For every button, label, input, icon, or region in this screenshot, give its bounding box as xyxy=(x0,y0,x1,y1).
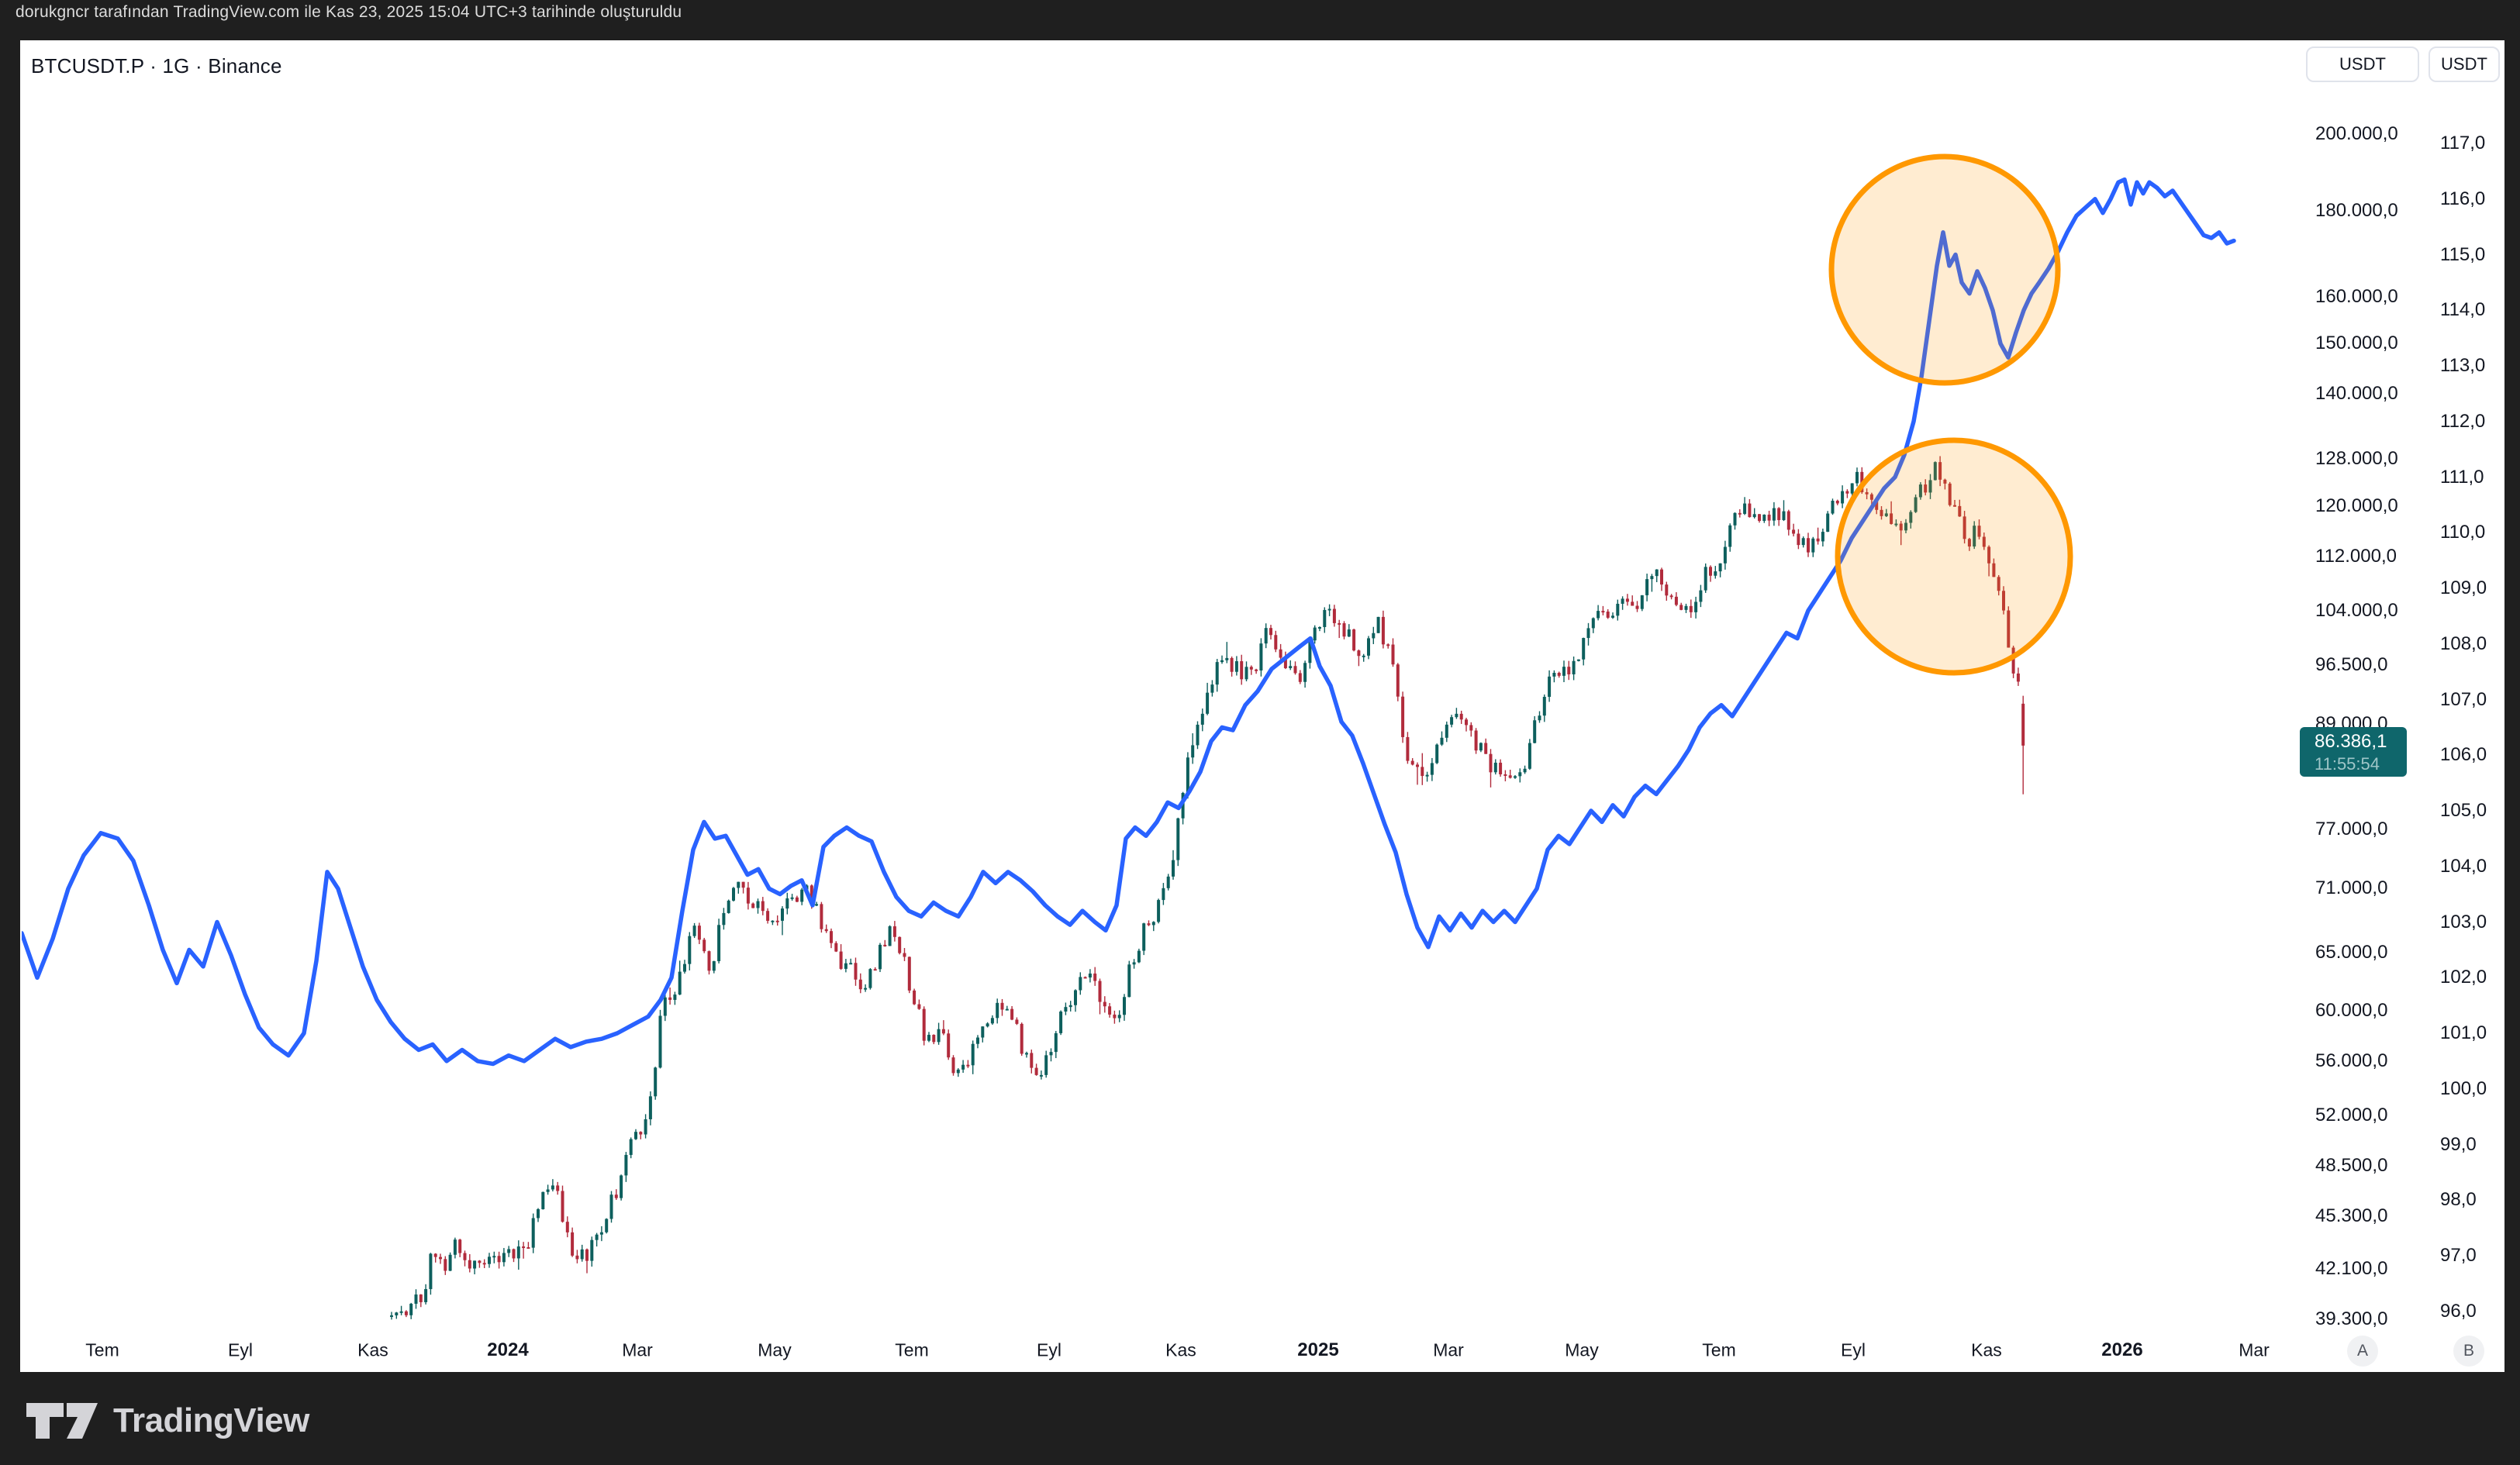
time-axis-label: May xyxy=(1565,1339,1599,1360)
time-axis-label: Mar xyxy=(622,1339,653,1360)
symbol-title: BTCUSDT.P · 1G · Binance xyxy=(31,54,282,78)
right-axis-tick: 99,0 xyxy=(2440,1133,2477,1155)
right-axis-tick: 103,0 xyxy=(2440,911,2487,932)
price-axis-a-button[interactable]: A xyxy=(2347,1336,2378,1367)
time-axis-label: Mar xyxy=(1433,1339,1464,1360)
last-price-value: 86.386,1 xyxy=(2315,730,2387,752)
left-axis-tick: 150.000,0 xyxy=(2315,333,2398,354)
left-axis-tick: 71.000,0 xyxy=(2315,877,2388,899)
left-axis-tick: 52.000,0 xyxy=(2315,1104,2388,1125)
time-axis-label: 2024 xyxy=(487,1339,529,1360)
time-scale[interactable] xyxy=(22,1330,2280,1372)
time-axis-label: Mar xyxy=(2239,1339,2270,1360)
time-axis-label: Tem xyxy=(895,1339,929,1360)
tradingview-logo-mark xyxy=(26,1403,98,1439)
right-axis-tick: 108,0 xyxy=(2440,633,2487,654)
right-axis-tick: 105,0 xyxy=(2440,800,2487,821)
time-axis-label: May xyxy=(758,1339,792,1360)
right-axis-tick: 100,0 xyxy=(2440,1077,2487,1099)
price-axis-b-button[interactable]: B xyxy=(2453,1336,2484,1367)
left-axis-tick: 42.100,0 xyxy=(2315,1258,2388,1280)
left-axis-tick: 45.300,0 xyxy=(2315,1205,2388,1226)
right-axis-tick: 101,0 xyxy=(2440,1022,2487,1043)
right-axis-tick: 112,0 xyxy=(2440,410,2486,432)
left-axis-tick: 65.000,0 xyxy=(2315,942,2388,963)
right-axis-tick: 98,0 xyxy=(2440,1189,2477,1211)
right-axis-tick: 102,0 xyxy=(2440,967,2487,988)
left-axis-tick: 60.000,0 xyxy=(2315,1000,2388,1022)
right-axis-tick: 106,0 xyxy=(2440,744,2487,766)
right-axis-tick: 113,0 xyxy=(2440,355,2486,376)
time-axis-label: Tem xyxy=(1702,1339,1736,1360)
bar-countdown: 11:55:54 xyxy=(2315,753,2380,774)
right-axis-tick: 114,0 xyxy=(2440,299,2486,321)
left-price-scale-unit-button[interactable]: USDT xyxy=(2306,47,2419,82)
right-axis-tick: 96,0 xyxy=(2440,1300,2477,1322)
time-axis-label: Eyl xyxy=(1037,1339,1062,1360)
right-axis-tick: 117,0 xyxy=(2440,133,2486,153)
left-axis-tick: 96.500,0 xyxy=(2315,653,2388,675)
tradingview-logo-text: TradingView xyxy=(113,1401,309,1439)
chart-card xyxy=(20,40,2504,1372)
left-axis-tick: 180.000,0 xyxy=(2315,200,2398,221)
time-axis-label: 2025 xyxy=(1297,1339,1339,1360)
right-axis-tick: 115,0 xyxy=(2440,243,2486,265)
left-axis-tick: 77.000,0 xyxy=(2315,818,2388,839)
left-axis-tick: 200.000,0 xyxy=(2315,123,2398,144)
time-axis-label: 2026 xyxy=(2101,1339,2143,1360)
time-axis-label: Kas xyxy=(357,1339,388,1360)
left-axis-tick: 128.000,0 xyxy=(2315,448,2398,470)
last-price-label[interactable]: 86.386,1 11:55:54 xyxy=(2300,727,2407,777)
right-axis-tick: 107,0 xyxy=(2440,688,2487,710)
left-axis-tick: 120.000,0 xyxy=(2315,495,2398,517)
attribution-text: dorukgncr tarafından TradingView.com ile… xyxy=(16,2,682,21)
left-axis-tick: 56.000,0 xyxy=(2315,1050,2388,1072)
left-axis-tick: 104.000,0 xyxy=(2315,599,2398,621)
time-axis-label: Tem xyxy=(85,1339,119,1360)
left-axis-tick: 39.300,0 xyxy=(2315,1308,2388,1330)
right-axis-tick: 97,0 xyxy=(2440,1245,2477,1266)
time-axis-label: Kas xyxy=(1165,1339,1196,1360)
left-axis-tick: 160.000,0 xyxy=(2315,285,2398,307)
left-axis-tick: 48.500,0 xyxy=(2315,1155,2388,1177)
right-axis-tick: 104,0 xyxy=(2440,855,2487,877)
time-axis-label: Eyl xyxy=(228,1339,253,1360)
price-scale[interactable] xyxy=(2289,40,2504,1327)
time-axis-label: Kas xyxy=(1971,1339,2002,1360)
time-axis-label: Eyl xyxy=(1841,1339,1866,1360)
left-axis-tick: 112.000,0 xyxy=(2315,545,2397,567)
right-axis-tick: 109,0 xyxy=(2440,577,2487,598)
left-axis-tick: 140.000,0 xyxy=(2315,383,2398,405)
tradingview-logo: TradingView xyxy=(23,1397,309,1445)
right-axis-tick: 116,0 xyxy=(2440,188,2486,209)
right-price-scale-unit-button[interactable]: USDT xyxy=(2429,47,2500,82)
right-axis-tick: 110,0 xyxy=(2440,522,2486,543)
right-axis-tick: 111,0 xyxy=(2440,466,2484,488)
